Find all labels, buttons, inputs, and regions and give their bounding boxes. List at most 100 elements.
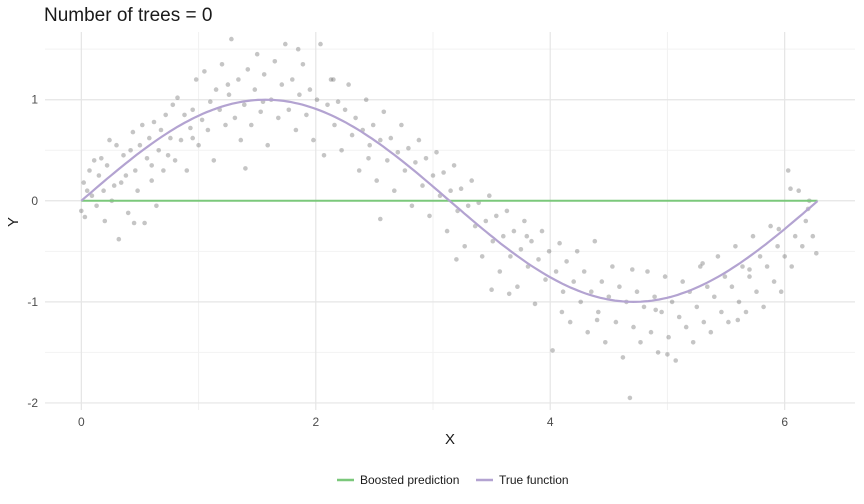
data-point [764,264,770,269]
data-point [378,216,383,222]
data-point [205,127,211,133]
data-point [469,178,475,183]
data-point [388,135,394,141]
data-point [356,168,362,173]
data-point [99,156,104,161]
data-point [701,319,707,325]
data-point [630,267,635,272]
data-point [381,109,387,115]
data-point [655,350,661,355]
data-point [297,92,302,97]
data-point [620,355,626,360]
data-point [413,160,418,165]
data-point [332,122,337,128]
data-point [747,274,752,279]
x-tick-label: 2 [312,415,319,429]
grid [45,32,855,410]
data-point [712,294,717,300]
data-point [283,41,288,47]
data-point [634,289,640,295]
data-point [196,142,201,148]
data-point [374,178,380,183]
data-point [754,289,759,295]
data-point [585,329,590,335]
data-point [286,107,292,113]
data-point [775,244,780,249]
data-point [147,135,152,141]
data-point [114,142,119,148]
data-point [683,324,689,330]
x-axis-title: X [445,431,455,448]
axis-ticks: 0 2 4 6 -2 -1 0 1 [27,93,788,429]
data-point [219,62,225,67]
data-point [796,188,801,193]
data-point [719,309,724,315]
data-point [599,279,605,284]
y-tick-label: 0 [31,194,38,208]
data-point [300,62,306,67]
data-point [353,115,358,121]
data-point [225,82,231,87]
data-point [116,236,122,242]
data-point [560,289,566,295]
data-point [680,279,685,284]
data-point [392,188,397,193]
data-point [178,137,184,143]
data-point [736,299,742,305]
data-point [94,203,99,209]
data-point [149,163,154,168]
data-point [606,294,612,300]
data-point [366,156,371,161]
data-point [175,95,180,100]
data-point [740,264,745,269]
data-point [226,92,232,97]
data-point [792,233,798,239]
data-point [339,148,344,153]
data-point [617,284,622,290]
data-point [311,137,316,143]
data-point [462,244,468,249]
data-point [314,97,320,102]
data-point [295,46,301,52]
x-tick-label: 4 [547,415,554,429]
data-point [335,99,341,104]
data-point [416,137,422,143]
data-point [279,82,285,87]
data-point [676,314,682,320]
data-point [163,112,168,118]
data-point [82,214,88,220]
data-point [168,135,173,141]
data-point [229,36,234,42]
data-point [318,41,323,47]
data-point [328,77,334,82]
data-point [190,135,195,141]
data-point [81,180,86,185]
data-point [708,329,714,335]
data-point [592,238,598,244]
data-point [613,319,619,325]
data-point [571,279,576,284]
data-point [149,178,154,183]
data-point [483,218,489,224]
data-point [402,168,408,173]
data-point [800,244,805,249]
data-point [515,284,520,290]
data-point [536,257,541,262]
data-point [550,348,555,353]
y-axis-title: Y [5,217,22,227]
data-point [662,274,668,279]
data-point [223,122,228,128]
data-point [448,188,453,193]
data-point [238,137,244,143]
data-point [574,249,580,254]
data-point [524,233,530,239]
data-point [91,158,97,163]
data-point [652,294,657,300]
data-point [511,228,517,234]
data-point [690,340,696,345]
data-point [479,254,485,259]
data-point [610,264,615,269]
data-point [254,51,260,57]
data-point [729,284,735,290]
